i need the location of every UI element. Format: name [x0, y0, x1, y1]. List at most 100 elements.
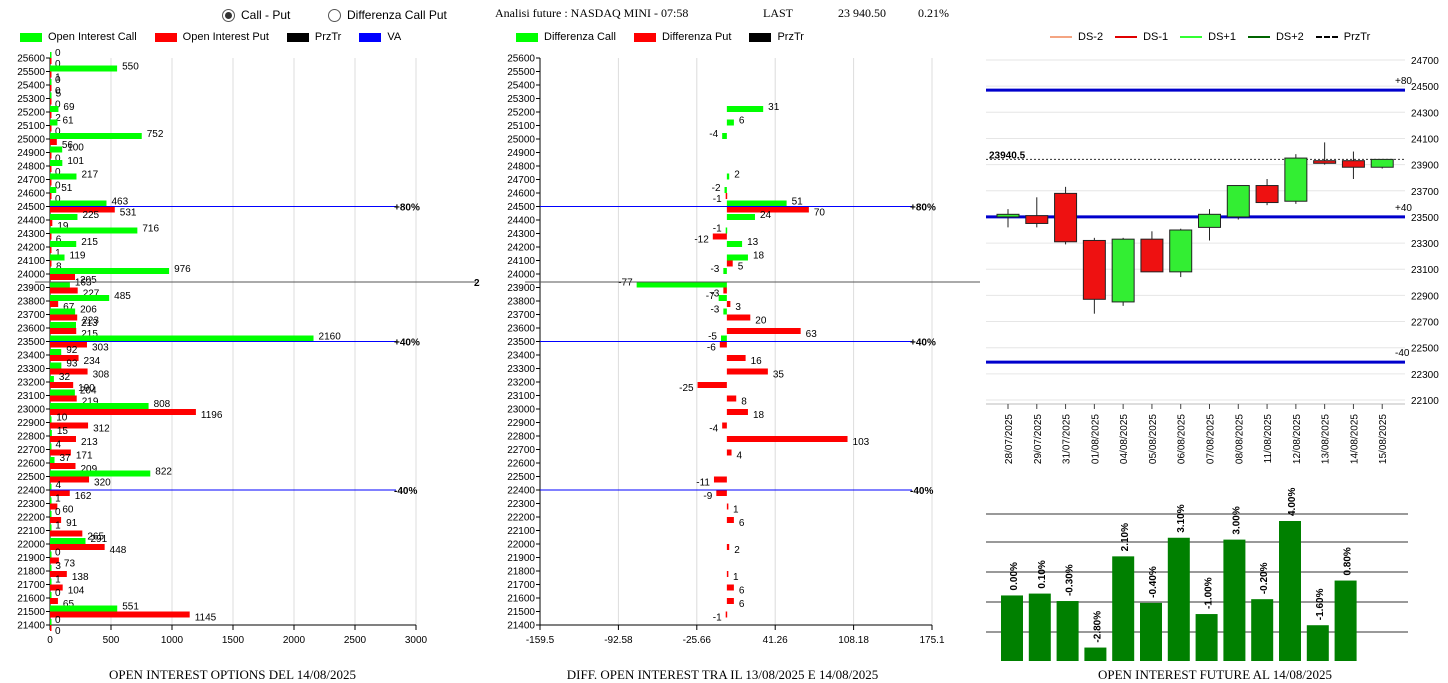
bar-put [50, 395, 77, 402]
candle-body [1284, 157, 1308, 202]
bar-put [50, 571, 67, 577]
bar-put [726, 584, 734, 591]
bar-put [716, 490, 727, 496]
bar-value-label: 312 [93, 424, 110, 435]
strike-label: 22800 [17, 432, 45, 443]
x-tick-label: 1500 [222, 635, 245, 646]
legend-oi: Open Interest Call Open Interest Put Prz… [20, 31, 401, 43]
bar-value-label: 6 [739, 116, 745, 127]
bar-value-label: 101 [67, 156, 84, 167]
bar-value-label: 215 [81, 237, 98, 248]
bar-value-label: 162 [75, 491, 92, 502]
radio-selected-icon[interactable] [222, 8, 235, 22]
strike-label: 23800 [507, 297, 535, 308]
bar-call [723, 268, 727, 274]
bar-call [50, 538, 86, 544]
bar-value-label: 3 [735, 302, 741, 313]
bar-call [50, 52, 52, 58]
strike-label: 24100 [17, 256, 45, 267]
bar-put [713, 476, 727, 483]
bar-value-label: 104 [68, 586, 85, 597]
strike-label: 22900 [507, 418, 535, 429]
bar-value-label: 215 [81, 329, 98, 340]
bar-put [50, 166, 52, 172]
bar-value-label: -3 [710, 289, 719, 300]
future-oi-bar [1306, 625, 1329, 661]
bar-value-label: 1 [733, 505, 739, 516]
bar-put [50, 436, 76, 442]
strike-label: 22000 [507, 540, 535, 551]
y-tick-label: 22900 [1411, 291, 1439, 302]
bar-put [50, 328, 77, 334]
bar-put [726, 517, 734, 523]
bar-value-label: 0 [55, 167, 61, 178]
bar-value-label: -25 [679, 383, 694, 394]
future-oi-bar [1279, 521, 1301, 661]
strike-label: 24800 [507, 162, 535, 173]
bar-value-label: 206 [80, 305, 97, 316]
strike-label: 24100 [507, 256, 535, 267]
strike-label: 22300 [507, 499, 535, 510]
bar-call [50, 511, 52, 517]
strike-label: 23100 [507, 391, 535, 402]
strike-label: 24000 [17, 270, 45, 281]
bar-call [726, 254, 748, 261]
bar-put [697, 382, 727, 388]
y-tick-label: 23100 [1411, 265, 1439, 276]
bar-put [50, 625, 52, 631]
bar-value-label: 0 [55, 127, 61, 138]
bar-call [726, 241, 743, 247]
x-tick-label: 2500 [344, 635, 367, 646]
bar-put [50, 152, 52, 159]
bar-value-label: 1 [55, 73, 61, 84]
bar-put [50, 71, 52, 78]
bar-put [50, 247, 52, 253]
bar-put [50, 98, 52, 105]
bar-value-label: 32 [59, 372, 71, 383]
radio-differenza[interactable]: Differenza Call Put [328, 8, 447, 25]
strike-label: 23000 [17, 405, 45, 416]
bar-value-label: 550 [122, 62, 139, 73]
bar-value-label: -2 [712, 183, 721, 194]
date-label: 31/07/2025 [1062, 414, 1073, 464]
legend-diff: Differenza Call Differenza Put PrzTr [516, 31, 804, 43]
bar-call [50, 565, 52, 571]
bar-value-label: 463 [111, 197, 128, 208]
bar-value-label: 485 [114, 291, 131, 302]
radio-call-put[interactable]: Call - Put [222, 8, 290, 25]
future-candlestick-chart: 22100 22300 22500 22700 22900 23100 23300 23500… [986, 56, 1439, 464]
strike-label: 21800 [507, 567, 535, 578]
bar-put [726, 395, 737, 402]
bar-call [50, 443, 52, 450]
bar-call [718, 295, 727, 301]
bar-value-label: 0 [55, 194, 61, 205]
bar-call [50, 65, 118, 72]
bar-value-label: -7 [706, 291, 715, 302]
bar-call [50, 173, 77, 180]
bar-put [50, 368, 88, 375]
bar-value-label: 0 [55, 588, 61, 599]
strike-label: 21700 [17, 580, 45, 591]
bar-value-label: 10 [56, 413, 68, 424]
bar-value-label: -9 [703, 491, 712, 502]
legend-future: DS-2 DS-1 DS+1 DS+2 PrzTr [1050, 31, 1370, 43]
bar-value-label: 24 [760, 210, 772, 221]
future-oi-bar-chart: 0.00% 0.10% -0.30% -2.80% 2.10% -0.40% 3.10% -1… [986, 488, 1408, 661]
date-label: 14/08/2025 [1349, 414, 1360, 464]
legend-item-va: VA [359, 31, 401, 43]
radio-unselected-icon[interactable] [328, 8, 341, 22]
bar-put [726, 598, 734, 604]
bar-call [721, 335, 727, 342]
candle-body [1226, 185, 1250, 218]
bar-value-label: -4 [709, 129, 718, 140]
y-tick-label: 22300 [1411, 370, 1439, 381]
bar-value-label: 1 [733, 572, 739, 583]
bar-value-label: 163 [75, 278, 92, 289]
legend-item-ds+2: DS+2 [1247, 31, 1304, 43]
date-label: 05/08/2025 [1148, 414, 1159, 464]
date-label: 06/08/2025 [1177, 414, 1188, 464]
future-oi-label: -1.00% [1204, 577, 1215, 609]
strike-label: 22400 [17, 486, 45, 497]
strike-label: 23900 [17, 283, 45, 294]
bar-put [726, 368, 768, 375]
